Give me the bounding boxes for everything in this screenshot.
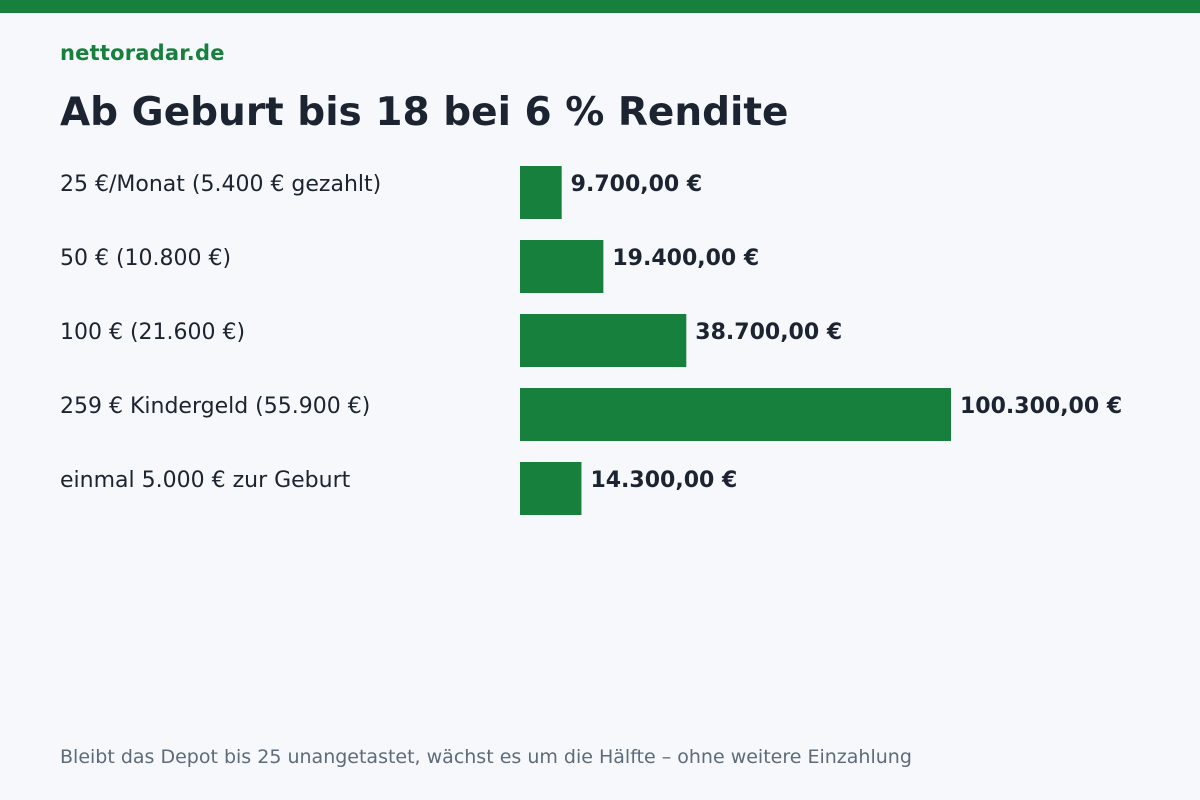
category-label: 25 €/Monat (5.400 € gezahlt) <box>60 172 381 197</box>
brand-name: nettoradar.de <box>60 41 225 65</box>
bar <box>520 240 604 293</box>
value-label: 19.400,00 € <box>612 246 759 271</box>
category-label: 100 € (21.600 €) <box>60 320 245 345</box>
value-label: 14.300,00 € <box>590 468 737 493</box>
footnote: Bleibt das Depot bis 25 unangetastet, wä… <box>60 746 912 768</box>
bar <box>520 388 951 441</box>
category-label: 50 € (10.800 €) <box>60 246 231 271</box>
chart-title: Ab Geburt bis 18 bei 6 % Rendite <box>60 90 789 135</box>
value-label: 38.700,00 € <box>695 320 842 345</box>
bar <box>520 462 582 515</box>
value-label: 9.700,00 € <box>571 172 703 197</box>
category-label: 259 € Kindergeld (55.900 €) <box>60 394 370 419</box>
bar <box>520 314 687 367</box>
top-accent-bar <box>0 0 1200 13</box>
category-label: einmal 5.000 € zur Geburt <box>60 468 351 493</box>
value-label: 100.300,00 € <box>960 394 1122 419</box>
bar <box>520 166 562 219</box>
